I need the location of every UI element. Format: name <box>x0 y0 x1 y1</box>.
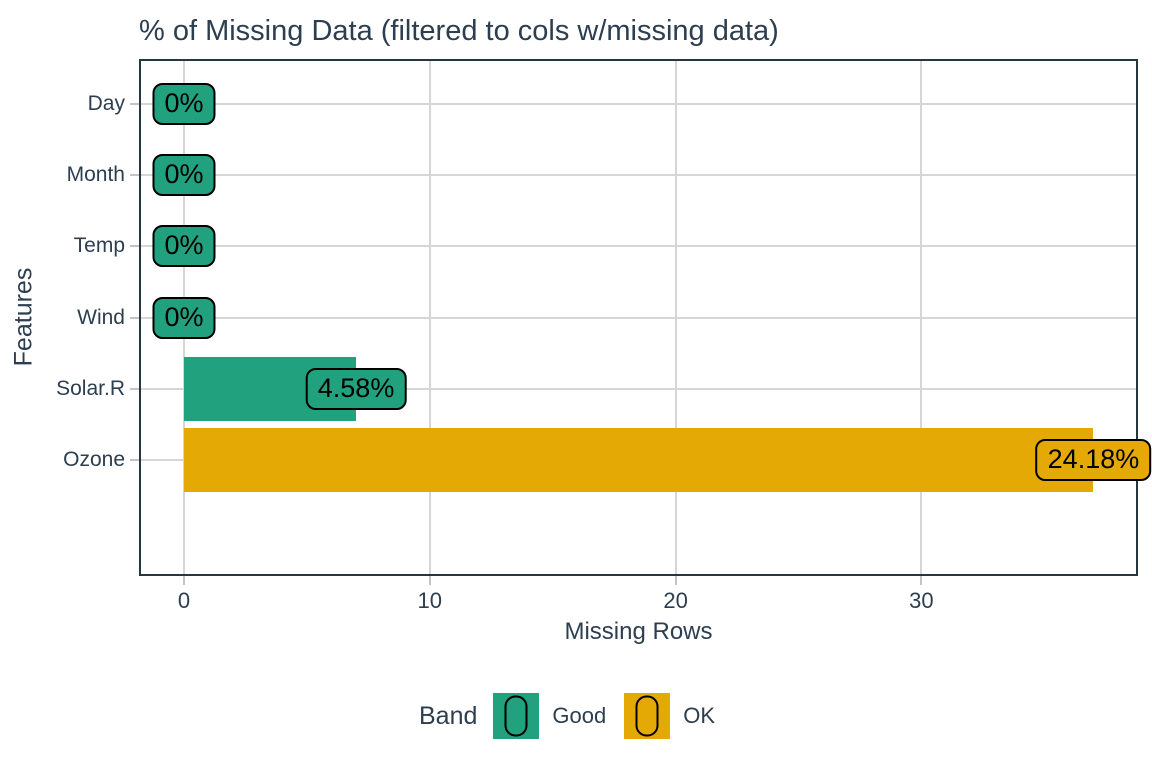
label-key-icon <box>504 695 528 737</box>
legend-label: Good <box>552 703 607 728</box>
x-axis-tick <box>674 576 677 585</box>
x-axis-tick <box>920 576 923 585</box>
value-label: 0% <box>152 154 216 196</box>
y-gridline <box>141 316 1136 319</box>
y-gridline <box>141 102 1136 105</box>
legend-swatch <box>624 693 671 739</box>
value-label: 0% <box>152 82 216 125</box>
label-key-icon <box>635 695 659 737</box>
y-tick-label: Solar.R <box>56 376 125 400</box>
legend-swatch <box>493 693 540 739</box>
y-tick-label: Temp <box>73 234 125 258</box>
y-tick-label: Day <box>87 91 125 115</box>
x-axis-title: Missing Rows <box>564 618 713 645</box>
chart-title: % of Missing Data (filtered to cols w/mi… <box>139 15 779 47</box>
x-tick-label: 0 <box>177 588 191 613</box>
legend: Band Good OK <box>0 690 1152 742</box>
y-axis-tick <box>130 316 139 319</box>
value-label: 24.18% <box>1035 439 1152 481</box>
y-axis-tick <box>130 102 139 105</box>
bar-ozone <box>184 428 1093 492</box>
y-axis-tick <box>130 459 139 461</box>
y-gridline <box>141 387 1136 390</box>
y-axis-tick <box>130 174 139 176</box>
x-axis-tick <box>183 576 185 585</box>
x-axis-tick <box>428 576 431 585</box>
y-tick-label: Month <box>66 163 125 186</box>
legend-title: Band <box>418 701 478 730</box>
y-axis-tick <box>130 245 139 248</box>
y-tick-label: Wind <box>77 305 125 329</box>
x-tick-label: 10 <box>417 588 443 613</box>
y-axis-tick <box>130 387 139 390</box>
x-tick-label: 20 <box>663 588 688 613</box>
y-gridline <box>141 174 1136 176</box>
legend-label: OK <box>683 703 715 728</box>
y-gridline <box>141 245 1136 248</box>
value-label: 0% <box>152 296 216 339</box>
legend-item-ok: OK <box>624 693 715 739</box>
value-label: 4.58% <box>305 367 407 410</box>
plot-panel: 0% 0% 0% 0% 4.58% 24.18% <box>139 59 1152 576</box>
value-label: 0% <box>152 225 216 268</box>
x-tick-label: 30 <box>909 588 934 613</box>
legend-item-good: Good <box>493 693 606 739</box>
y-tick-label: Ozone <box>63 448 125 471</box>
